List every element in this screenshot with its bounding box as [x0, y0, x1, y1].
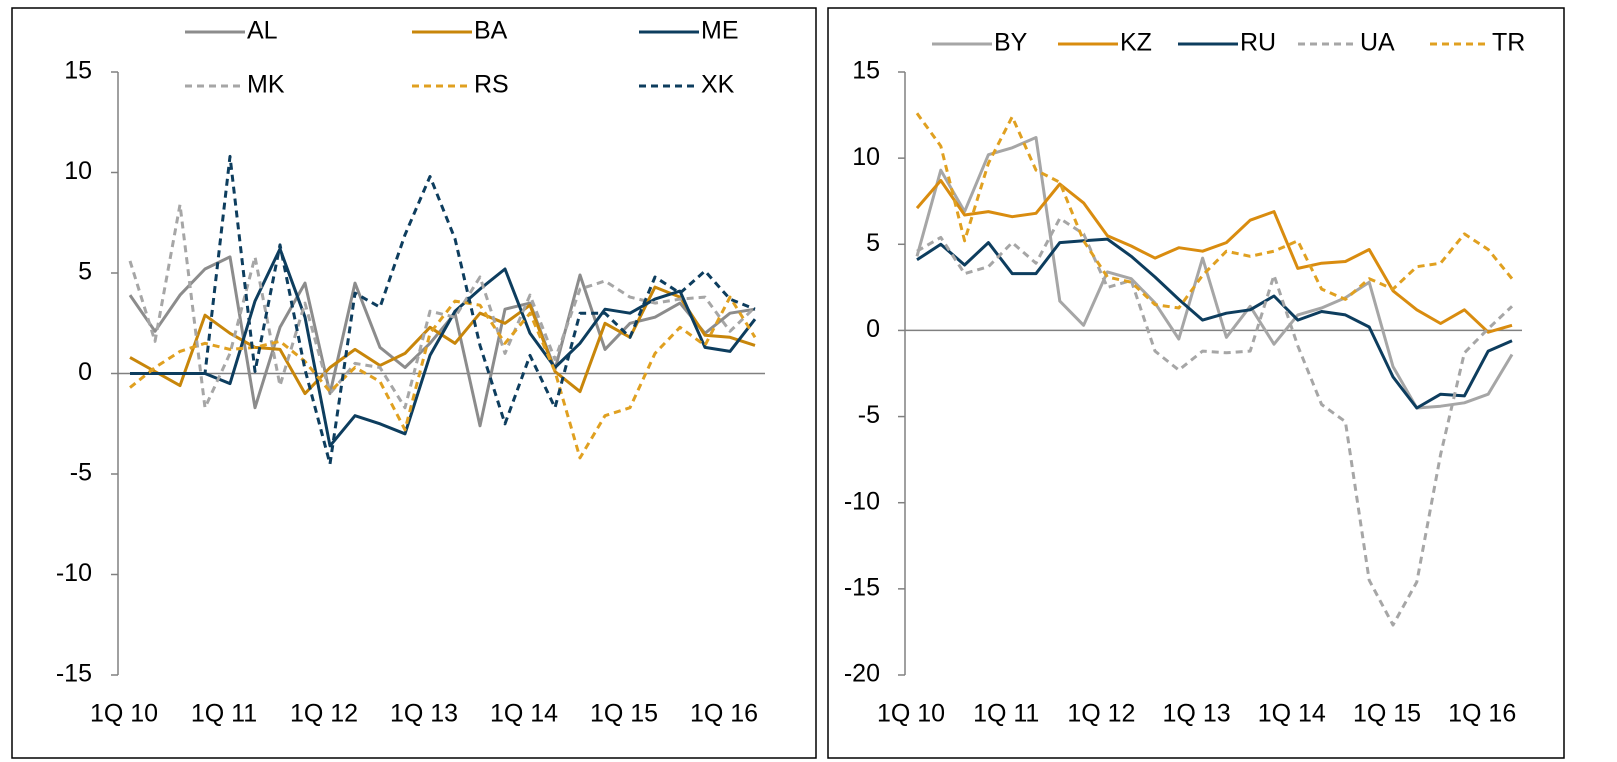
y-tick-label: 0: [866, 315, 880, 343]
series-line: [129, 285, 756, 396]
y-tick-label: 0: [78, 358, 92, 386]
legend-label: UA: [1360, 29, 1395, 57]
legend-label: BA: [474, 17, 508, 45]
x-tick-label: 1Q 16: [1448, 700, 1516, 728]
x-tick-label: 1Q 13: [1163, 700, 1231, 728]
x-tick-label: 1Q 15: [1353, 700, 1421, 728]
x-tick-label: 1Q 14: [490, 700, 558, 728]
panel-border: [827, 7, 1565, 759]
y-tick-label: -15: [56, 660, 92, 688]
series-line: [128, 203, 757, 410]
series-line: [915, 179, 1513, 334]
series-line: [128, 255, 756, 428]
x-tick-label: 1Q 12: [290, 700, 358, 728]
legend-label: KZ: [1120, 29, 1152, 57]
x-tick-label: 1Q 16: [690, 700, 758, 728]
legend-label: AL: [247, 17, 278, 45]
x-tick-label: 1Q 10: [90, 700, 158, 728]
y-tick-label: 10: [64, 157, 92, 185]
y-tick-label: 5: [78, 258, 92, 286]
series-line: [129, 295, 757, 460]
legend-label: MK: [247, 71, 285, 99]
y-tick-label: -10: [56, 559, 92, 587]
panel-border: [11, 7, 817, 759]
y-tick-label: -5: [858, 401, 880, 429]
y-tick-label: -20: [844, 660, 880, 688]
legend-label: XK: [701, 71, 735, 99]
y-tick-label: 15: [64, 57, 92, 85]
y-tick-label: 10: [852, 143, 880, 171]
x-tick-label: 1Q 10: [877, 700, 945, 728]
x-tick-label: 1Q 11: [191, 700, 257, 728]
series-line: [130, 247, 757, 448]
legend-label: RS: [474, 71, 509, 99]
x-tick-label: 1Q 12: [1067, 700, 1135, 728]
x-tick-label: 1Q 11: [973, 700, 1039, 728]
series-line: [130, 154, 756, 466]
x-tick-label: 1Q 13: [390, 700, 458, 728]
series-line: [916, 237, 1513, 410]
y-tick-label: -15: [844, 573, 880, 601]
y-tick-label: -10: [844, 487, 880, 515]
y-tick-label: 5: [866, 229, 880, 257]
y-tick-label: 15: [852, 57, 880, 85]
series-line: [915, 112, 1514, 310]
x-tick-label: 1Q 15: [590, 700, 658, 728]
legend-label: RU: [1240, 29, 1276, 57]
legend-label: BY: [994, 29, 1028, 57]
series-line: [915, 136, 1514, 410]
x-tick-label: 1Q 14: [1258, 700, 1326, 728]
legend-label: TR: [1492, 29, 1525, 57]
legend-label: ME: [701, 17, 739, 45]
series-line: [916, 216, 1514, 627]
y-tick-label: -5: [70, 459, 92, 487]
